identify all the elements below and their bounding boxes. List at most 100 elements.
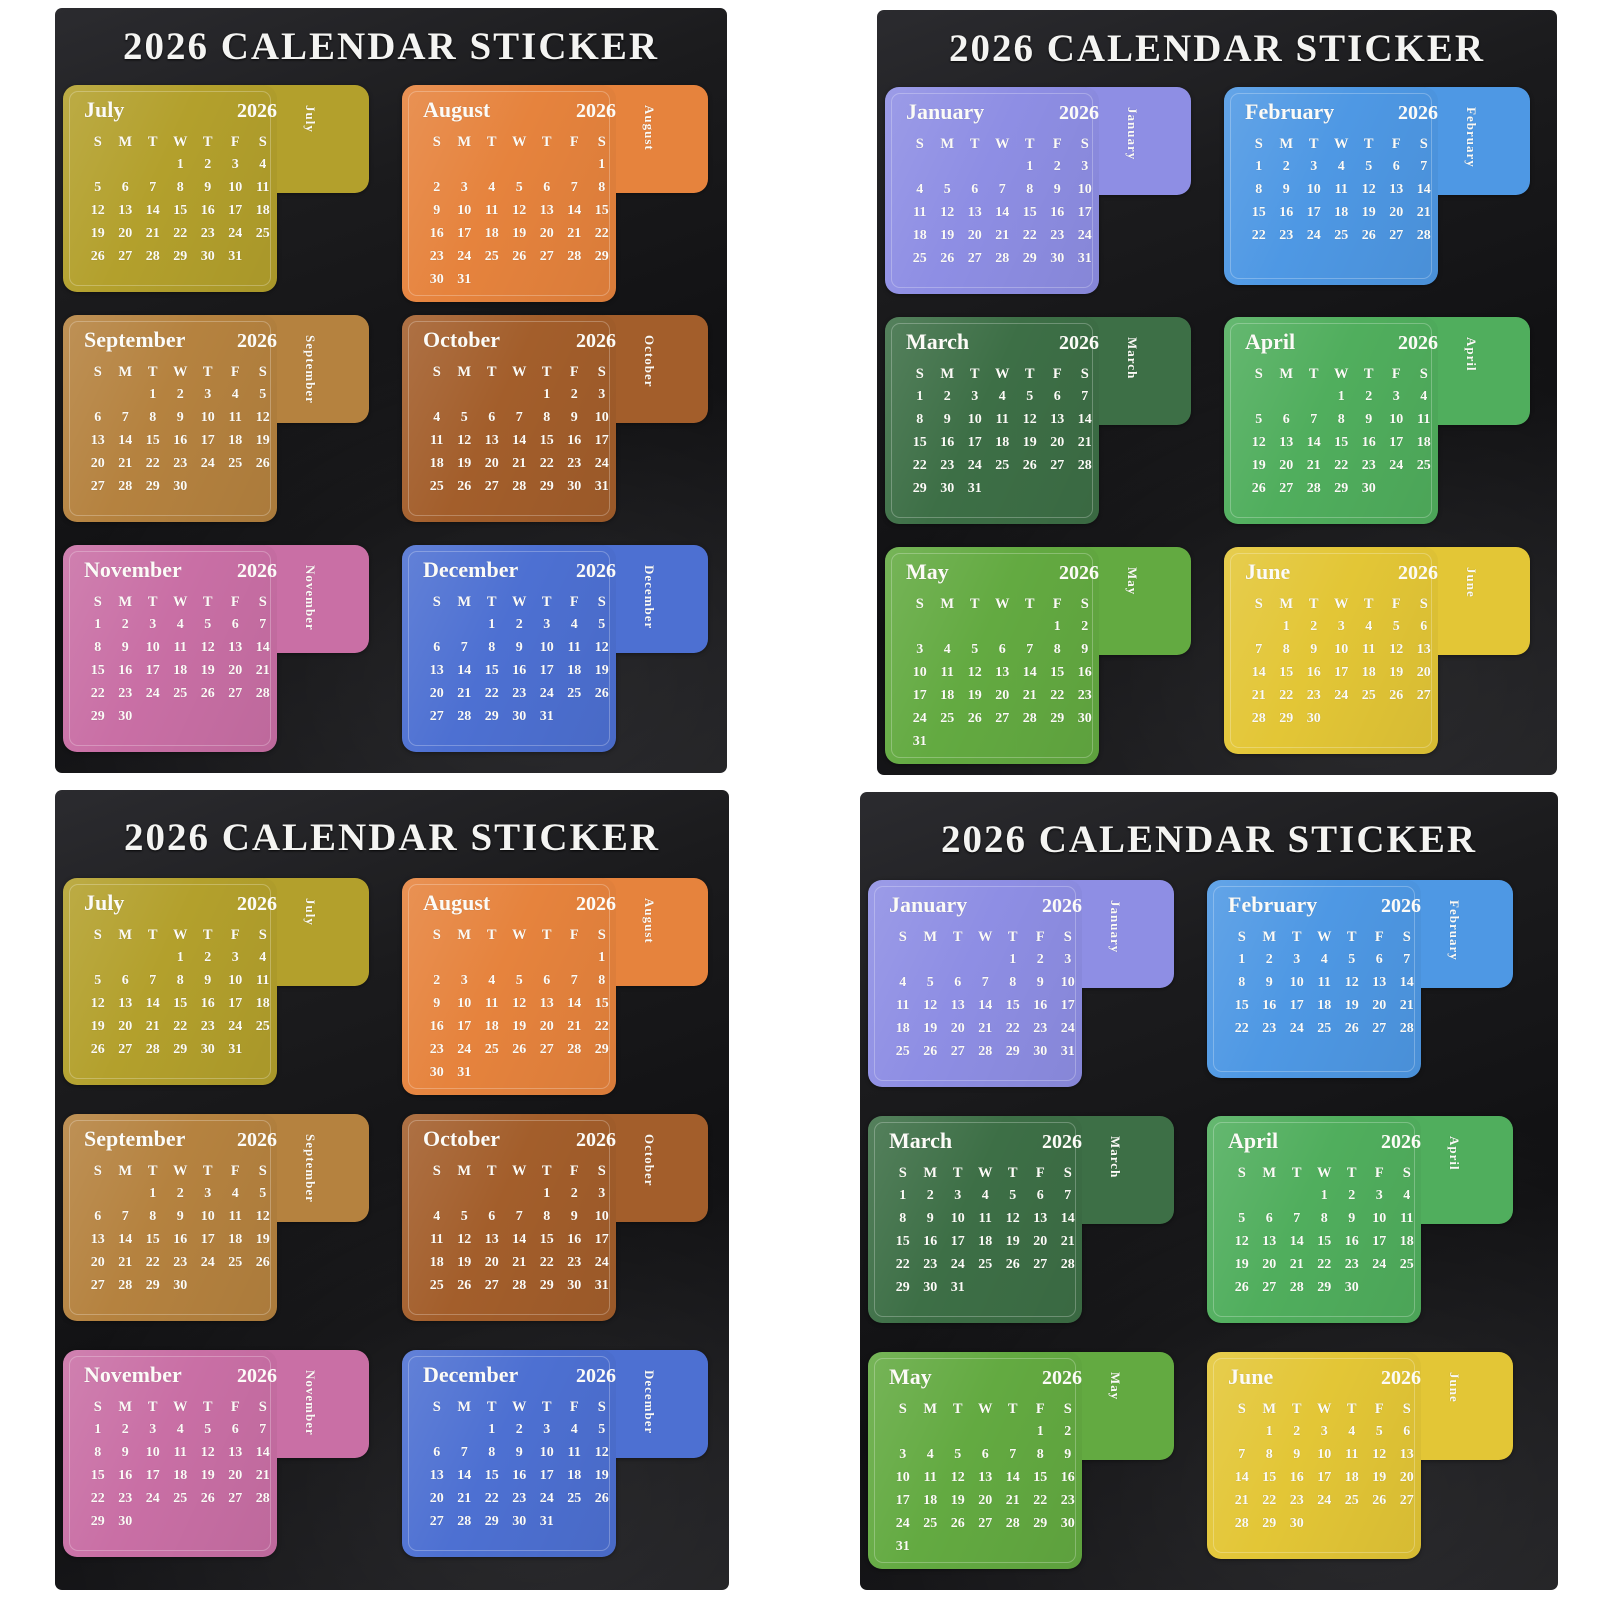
day-cell: 11 <box>173 640 187 655</box>
sticker-december[interactable]: December December 2026 S M T W T F S 1 2 3 4 5 6 7 8 9 10 11… <box>402 545 708 752</box>
day-cell: 11 <box>913 205 927 220</box>
weekday-cell: W <box>995 136 1010 152</box>
sticker-body <box>63 878 277 1085</box>
day-cell: 26 <box>457 1278 472 1293</box>
day-cell: 11 <box>896 998 910 1013</box>
day-cell: 20 <box>484 1255 499 1270</box>
weekday-cell: W <box>1317 1165 1332 1181</box>
sticker-april[interactable]: April April 2026 S M T W T F S 1 2 3 4 5 6 7 8 9 10 11 12 13 14… <box>1224 317 1530 524</box>
sticker-april[interactable]: April April 2026 S M T W T F S 1 2 3 4 5 6 7 8 9 10 11 12 13 14… <box>1207 1116 1513 1323</box>
day-cell: 27 <box>429 1514 444 1529</box>
day-cell: 18 <box>923 1493 938 1508</box>
weekday-cell: T <box>486 1163 497 1179</box>
day-cell: 26 <box>940 251 955 266</box>
sticker-january[interactable]: January January 2026 S M T W T F S 1 2 3 4 5 6 7 8 9 10 11 12… <box>868 880 1174 1087</box>
day-cell: 4 <box>916 182 924 197</box>
day-cell: 28 <box>1289 1280 1304 1295</box>
week-row: 17 18 19 20 21 22 23 <box>906 684 1099 707</box>
day-cell: 24 <box>200 1255 215 1270</box>
sticker-november[interactable]: November November 2026 S M T W T F S 1 2 3 4 5 6 7 8 9 10 11… <box>63 1350 369 1557</box>
sticker-content: November 2026 S M T W T F S 1 2 3 4 5 6 7 8 9 10 11 12 13 14 15… <box>63 1350 369 1533</box>
sticker-june[interactable]: June June 2026 S M T W T F S 1 2 3 4 5 6 7 8 9 10 11 12 13 14 15… <box>1224 547 1530 754</box>
day-cell: 10 <box>1317 1447 1332 1462</box>
sticker-february[interactable]: February February 2026 S M T W T F S 1 2 3 4 5 6 7 8 9 10 11… <box>1224 87 1530 285</box>
sticker-october[interactable]: October October 2026 S M T W T F S 1 2 3 4 5 6 7 8 9 10 11 12… <box>402 315 708 522</box>
sticker-body <box>402 1350 616 1557</box>
month-title-row: November 2026 <box>84 557 277 587</box>
day-cell: 10 <box>457 996 472 1011</box>
day-cell: 15 <box>912 435 927 450</box>
day-cell <box>167 705 195 728</box>
day-cell: 3 <box>598 1186 606 1201</box>
week-row: 25 26 27 28 29 30 31 <box>423 1274 616 1297</box>
sticker-march[interactable]: March March 2026 S M T W T F S 1 2 3 4 5 6 7 8 9 10 11 12 13 14… <box>885 317 1191 524</box>
day-cell: 8 <box>94 640 102 655</box>
week-row: 6 7 8 9 10 11 12 <box>423 636 616 659</box>
day-cell: 7 <box>1403 952 1411 967</box>
sticker-december[interactable]: December December 2026 S M T W T F S 1 2 3 4 5 6 7 8 9 10 11… <box>402 1350 708 1557</box>
week-row: 12 13 14 15 16 17 18 <box>1245 431 1438 454</box>
weekday-cell: W <box>512 1163 527 1179</box>
sticker-may[interactable]: May May 2026 S M T W T F S 1 2 3 4 5 6 7 8 9 10 11 12 13 14 15 16… <box>868 1352 1174 1569</box>
day-cell: 7 <box>259 617 267 632</box>
sticker-november[interactable]: November November 2026 S M T W T F S 1 2 3 4 5 6 7 8 9 10 11… <box>63 545 369 752</box>
day-cell: 25 <box>1334 228 1349 243</box>
sticker-may[interactable]: May May 2026 S M T W T F S 1 2 3 4 5 6 7 8 9 10 11 12 13 14 15 16… <box>885 547 1191 764</box>
week-row: 19 20 21 22 23 24 25 <box>1228 1253 1421 1276</box>
day-cell: 28 <box>1306 481 1321 496</box>
day-cell: 24 <box>1317 1493 1332 1508</box>
sticker-august[interactable]: August August 2026 S M T W T F S 1 2 3 4 5 6 7 8 9 10 11 12 13… <box>402 878 708 1095</box>
day-cell: 6 <box>231 1422 239 1437</box>
day-cell: 13 <box>995 665 1010 680</box>
sticker-content: August 2026 S M T W T F S 1 2 3 4 5 6 7 8 9 10 11 12 13 14 15 16… <box>402 878 708 1084</box>
weekday-cell: S <box>93 134 102 150</box>
weekday-cell: F <box>230 1399 240 1415</box>
day-cell: 30 <box>429 272 444 287</box>
day-cell: 25 <box>1344 1493 1359 1508</box>
day-cell: 9 <box>515 640 523 655</box>
tab-label: January <box>1108 900 1123 954</box>
sticker-sheet-jan-jun-bottom: 2026 CALENDAR STICKER January January 2026… <box>860 792 1558 1590</box>
day-cell: 9 <box>515 1445 523 1460</box>
sticker-february[interactable]: February February 2026 S M T W T F S 1 2 3 4 5 6 7 8 9 10 11… <box>1207 880 1513 1078</box>
day-cell: 11 <box>1317 975 1331 990</box>
sticker-september[interactable]: September September 2026 S M T W T F S 1 2 3 4 5 6 7 8 9 10… <box>63 315 369 522</box>
week-row: 8 9 10 11 12 13 14 <box>84 1441 277 1464</box>
day-cell: 15 <box>484 663 499 678</box>
sticker-july[interactable]: July July 2026 S M T W T F S 1 2 3 4 5 6 7 8 9 10 11 12 13 14 15… <box>63 85 369 292</box>
weekday-cell: W <box>1334 366 1349 382</box>
sticker-june[interactable]: June June 2026 S M T W T F S 1 2 3 4 5 6 7 8 9 10 11 12 13 14 15… <box>1207 1352 1513 1559</box>
day-cell: 11 <box>1400 1211 1414 1226</box>
weekday-cell: S <box>1237 1165 1246 1181</box>
week-row: 4 5 6 7 8 9 10 <box>906 178 1099 201</box>
day-cell: 16 <box>1262 998 1277 1013</box>
sticker-march[interactable]: March March 2026 S M T W T F S 1 2 3 4 5 6 7 8 9 10 11 12 13 14… <box>868 1116 1174 1323</box>
day-cell: 24 <box>145 1491 160 1506</box>
sticker-september[interactable]: September September 2026 S M T W T F S 1 2 3 4 5 6 7 8 9 10… <box>63 1114 369 1321</box>
day-cell: 13 <box>1050 412 1065 427</box>
day-cell: 1 <box>488 1422 496 1437</box>
sticker-july[interactable]: July July 2026 S M T W T F S 1 2 3 4 5 6 7 8 9 10 11 12 13 14 15… <box>63 878 369 1085</box>
day-cell: 1 <box>176 950 184 965</box>
day-cell: 19 <box>512 226 527 241</box>
sticker-january[interactable]: January January 2026 S M T W T F S 1 2 3 4 5 6 7 8 9 10 11 12… <box>885 87 1191 294</box>
sticker-october[interactable]: October October 2026 S M T W T F S 1 2 3 4 5 6 7 8 9 10 11 12… <box>402 1114 708 1321</box>
day-cell: 11 <box>485 996 499 1011</box>
day-cell: 1 <box>149 1186 157 1201</box>
tab-label: October <box>642 335 657 388</box>
month-title-row: February 2026 <box>1228 892 1421 922</box>
day-cell: 21 <box>1416 205 1431 220</box>
day-cell: 10 <box>1334 642 1349 657</box>
day-cell: 24 <box>967 458 982 473</box>
day-cell <box>917 1535 945 1558</box>
day-cell <box>506 946 534 969</box>
day-cell: 19 <box>457 1255 472 1270</box>
day-cell <box>1016 477 1044 500</box>
day-cell: 18 <box>228 433 243 448</box>
week-row: 30 31 <box>423 268 616 291</box>
day-cell <box>423 153 451 176</box>
sticker-august[interactable]: August August 2026 S M T W T F S 1 2 3 4 5 6 7 8 9 10 11 12 13… <box>402 85 708 302</box>
day-cell <box>506 383 534 406</box>
day-cell: 24 <box>1077 228 1092 243</box>
day-cell: 18 <box>484 226 499 241</box>
